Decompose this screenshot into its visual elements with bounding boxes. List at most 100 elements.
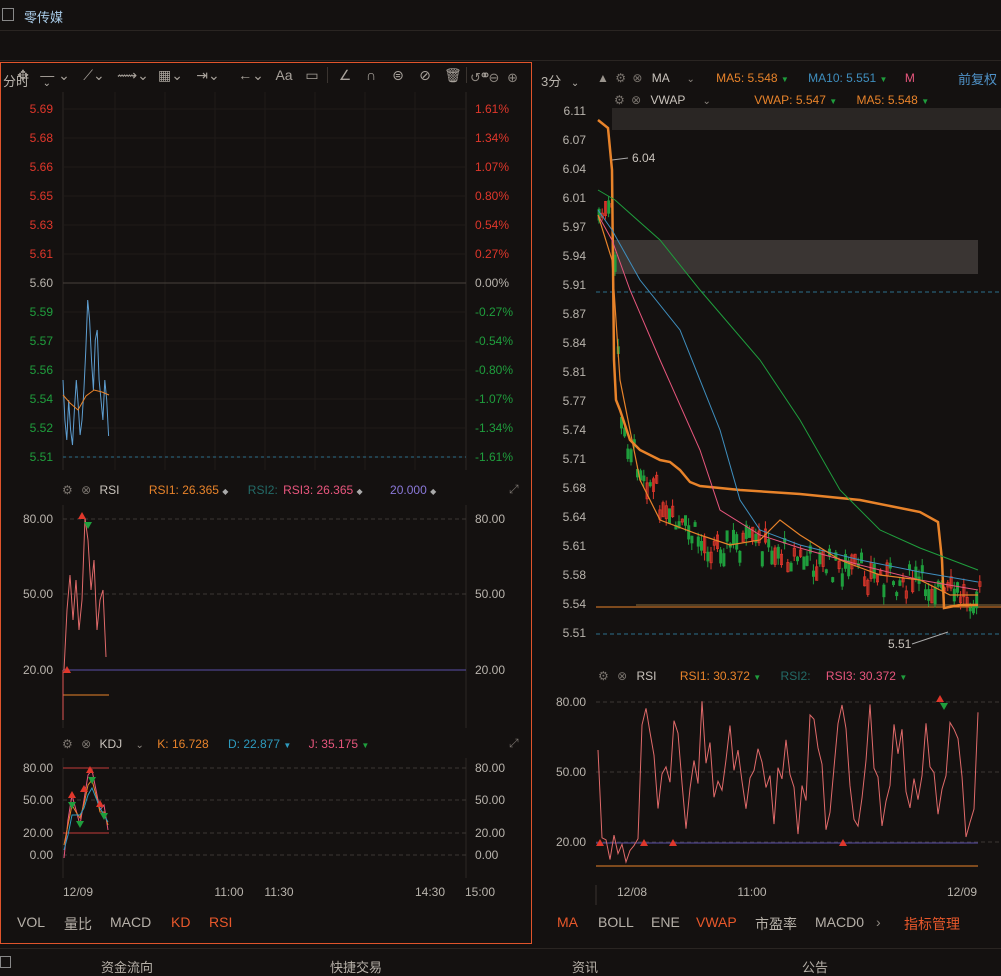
left-rsi-header: ⚙ ⊗ RSI RSI1: 26.365 ◆ RSI2: RSI3: 26.36… bbox=[62, 483, 436, 497]
settings-icon[interactable]: ⚙ bbox=[614, 93, 625, 107]
chevron-down-icon[interactable]: ⌄ bbox=[702, 96, 711, 107]
caret-down-icon: ▼ bbox=[361, 741, 370, 750]
candle-down bbox=[648, 482, 652, 487]
candle-down bbox=[968, 607, 972, 612]
tab-macd0[interactable]: MACD0 bbox=[815, 914, 865, 930]
lock-icon[interactable]: ⊜ bbox=[392, 67, 404, 83]
percent-tick-label: -0.54% bbox=[475, 334, 513, 348]
price-tick-label: 5.61 bbox=[563, 539, 587, 553]
zoom-in-icon[interactable]: ⊕ bbox=[507, 70, 518, 85]
expand-icon[interactable]: ⤢ bbox=[509, 482, 519, 496]
comment-icon[interactable]: ▭ bbox=[305, 67, 319, 83]
expand-icon[interactable]: ⤢ bbox=[509, 736, 519, 750]
candle-down bbox=[882, 584, 886, 598]
measure-icon[interactable]: ⇥⌄ bbox=[196, 67, 220, 83]
settings-icon[interactable]: ⚙ bbox=[62, 483, 73, 497]
tab-quick-trade[interactable]: 快捷交易 bbox=[330, 960, 383, 975]
candle-down bbox=[626, 448, 630, 459]
right-rsi-header: ⚙ ⊗ RSI RSI1: 30.372 ▼ RSI2: RSI3: 30.37… bbox=[598, 669, 907, 683]
candle-up bbox=[959, 596, 963, 603]
caret-down-icon: ▼ bbox=[829, 97, 838, 106]
tab-vol[interactable]: VOL bbox=[17, 914, 46, 930]
fib-icon[interactable]: ▦⌄ bbox=[158, 67, 183, 83]
chevron-down-icon: ⌄ bbox=[570, 78, 580, 89]
buy-signal-marker bbox=[78, 512, 86, 519]
candle-up bbox=[949, 576, 953, 589]
move-icon[interactable]: ✥ bbox=[17, 67, 29, 83]
candle-down bbox=[802, 556, 806, 570]
panel-toggle-icon[interactable] bbox=[0, 956, 11, 968]
line-icon[interactable]: — ⌄ bbox=[40, 67, 70, 83]
settings-icon[interactable]: ⚙ bbox=[598, 669, 609, 683]
rsi-line bbox=[597, 701, 979, 864]
tab-ene[interactable]: ENE bbox=[651, 914, 680, 930]
price-tick-label: 6.11 bbox=[564, 104, 587, 118]
price-tick-label: 5.74 bbox=[563, 423, 587, 437]
tab-pe[interactable]: 市盈率 bbox=[755, 916, 797, 932]
tab-kd[interactable]: KD bbox=[171, 914, 191, 930]
link-icon[interactable]: ⚭ bbox=[479, 67, 491, 83]
adjust-selector[interactable]: 前复权 bbox=[958, 72, 998, 87]
tab-fund-flow[interactable]: 资金流向 bbox=[101, 960, 154, 975]
candle-up bbox=[863, 576, 867, 587]
diamond-icon: ◆ bbox=[430, 487, 437, 496]
candle-down bbox=[920, 565, 924, 574]
trash-icon[interactable]: 🗑 bbox=[444, 67, 462, 83]
intraday-panel[interactable] bbox=[0, 62, 532, 944]
tab-announcements[interactable]: 公告 bbox=[802, 960, 829, 975]
window-checkbox[interactable] bbox=[2, 8, 14, 21]
chevron-right-icon[interactable]: › bbox=[876, 914, 881, 930]
candle-down bbox=[924, 589, 928, 597]
chevron-down-icon[interactable]: ⌄ bbox=[135, 740, 144, 751]
settings-icon[interactable]: ⚙ bbox=[62, 737, 73, 751]
candle-up bbox=[604, 201, 608, 216]
percent-tick-label: -1.61% bbox=[475, 450, 513, 464]
time-tick-label: 12/08 bbox=[617, 885, 647, 899]
zoom-out-icon[interactable]: ⊖ bbox=[488, 70, 500, 85]
arrow-icon[interactable]: ←⌄ bbox=[238, 67, 264, 83]
rsi3-value: RSI3: 26.365 bbox=[283, 483, 354, 497]
tab-macd[interactable]: MACD bbox=[110, 914, 152, 930]
angle-icon[interactable]: ∠ bbox=[338, 67, 352, 83]
kline-period-selector[interactable]: 3分 ⌄ bbox=[541, 71, 579, 90]
undo-icon[interactable]: ↺ bbox=[470, 70, 481, 85]
settings-icon[interactable]: ⚙ bbox=[615, 71, 626, 85]
close-icon[interactable]: ⊗ bbox=[617, 669, 628, 683]
kdj-k-value: K: 16.728 bbox=[157, 737, 209, 751]
candle-down bbox=[789, 562, 793, 572]
hide-icon[interactable]: ⊘ bbox=[419, 67, 431, 83]
candle-down bbox=[908, 564, 912, 570]
text-icon[interactable]: Aa bbox=[275, 67, 293, 83]
tab-news[interactable]: 资讯 bbox=[572, 960, 599, 975]
tab-vwap[interactable]: VWAP bbox=[696, 914, 737, 930]
candle-down bbox=[738, 550, 742, 563]
close-icon[interactable]: ⊗ bbox=[81, 483, 92, 497]
rsi3-value: RSI3: 30.372 bbox=[825, 669, 896, 683]
tab-ma[interactable]: MA bbox=[557, 914, 578, 930]
candle-down bbox=[972, 605, 976, 614]
sell-signal-marker bbox=[68, 802, 76, 809]
tab-boll[interactable]: BOLL bbox=[598, 914, 634, 930]
candle-down bbox=[975, 591, 979, 609]
intraday-period-selector[interactable]: 分时 ⌄ bbox=[3, 71, 51, 90]
vwap-ma5-value: MA5: 5.548 bbox=[856, 93, 918, 107]
channel-icon[interactable]: ⟿⌄ bbox=[117, 67, 149, 83]
buy-signal-marker bbox=[669, 839, 677, 846]
tab-rsi[interactable]: RSI bbox=[209, 914, 233, 930]
candle-down bbox=[808, 545, 812, 554]
magnet-icon[interactable]: ∩ bbox=[365, 67, 377, 83]
collapse-icon[interactable]: ▲ bbox=[597, 71, 609, 85]
rsi-name: RSI bbox=[636, 669, 657, 683]
close-icon[interactable]: ⊗ bbox=[631, 93, 642, 107]
vwap-header-band bbox=[612, 108, 1001, 130]
diamond-icon: ◆ bbox=[356, 487, 363, 496]
candle-up bbox=[655, 474, 659, 484]
price-tick-label: 5.64 bbox=[563, 510, 587, 524]
trend-icon[interactable]: ⟋⌄ bbox=[83, 67, 105, 83]
tab-volume-ratio[interactable]: 量比 bbox=[64, 916, 92, 932]
chevron-down-icon[interactable]: ⌄ bbox=[686, 74, 695, 85]
close-icon[interactable]: ⊗ bbox=[632, 71, 643, 85]
indicator-manage-button[interactable]: 指标管理 bbox=[904, 916, 960, 932]
candle-up bbox=[815, 566, 819, 581]
close-icon[interactable]: ⊗ bbox=[81, 737, 92, 751]
